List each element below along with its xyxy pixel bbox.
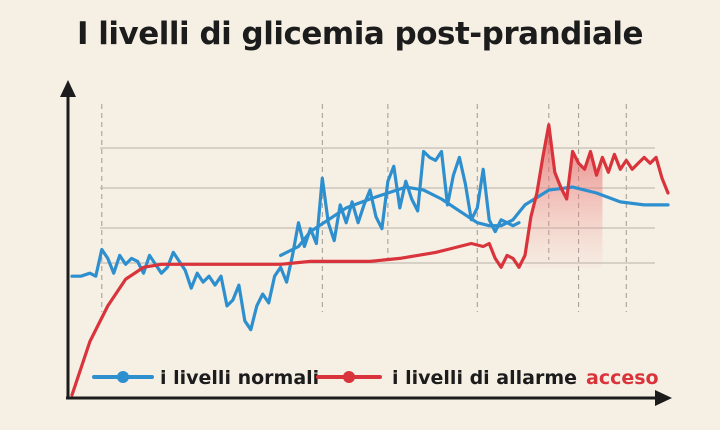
axes xyxy=(60,80,672,406)
x-axis-arrow-icon xyxy=(655,390,672,406)
legend: i livelli normali i livelli di allarme acc… xyxy=(92,367,659,389)
legend-marker-normal xyxy=(117,371,129,383)
series-lines xyxy=(70,123,670,397)
series-line-normal-smooth xyxy=(279,185,670,257)
legend-label-alarm: i livelli di allarme xyxy=(392,367,577,389)
legend-marker-alarm xyxy=(343,371,355,383)
series-line-alarm-line xyxy=(70,123,670,397)
chart-title: I livelli di glicemia post-prandiale xyxy=(76,16,644,52)
series-line-normal-jagged xyxy=(70,149,521,332)
legend-label-normal: i livelli normali xyxy=(160,367,319,389)
legend-tag-alarm: acceso xyxy=(586,367,659,389)
y-axis-arrow-icon xyxy=(60,80,76,97)
